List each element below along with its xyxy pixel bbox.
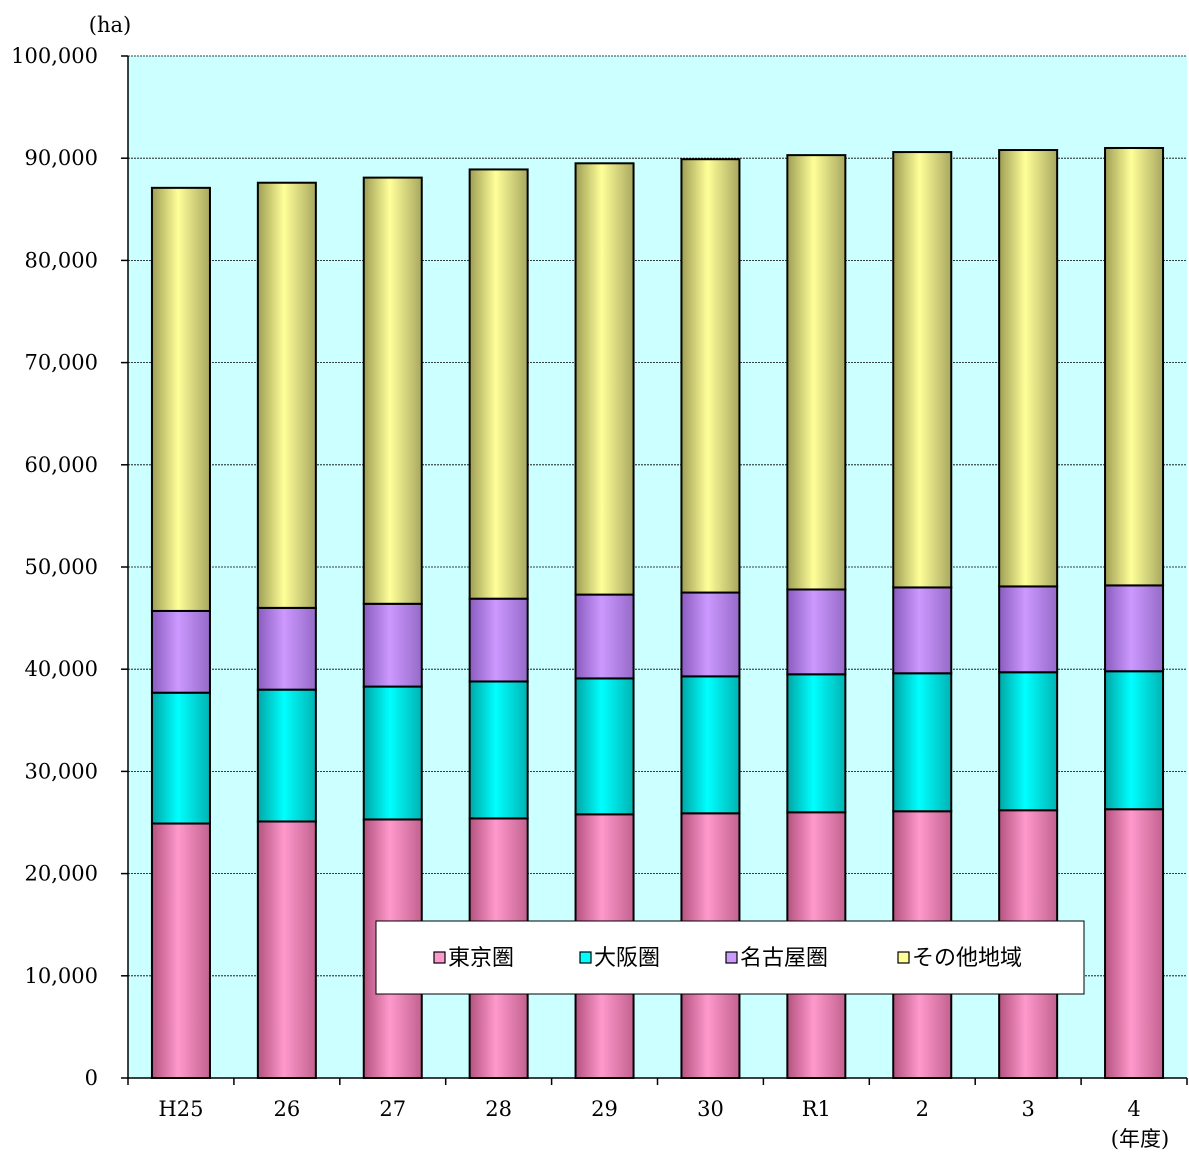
bar-segment xyxy=(574,593,635,680)
bar-segment xyxy=(150,186,211,612)
bar-segment xyxy=(256,606,317,691)
y-tick-label: 40,000 xyxy=(25,657,98,681)
bar-segment xyxy=(1104,584,1165,673)
y-tick-label: 10,000 xyxy=(25,964,98,988)
x-tick-label: 4 xyxy=(1127,1097,1140,1121)
bar-segment xyxy=(468,168,529,600)
bar-segment xyxy=(1104,670,1165,811)
bar-segment xyxy=(680,158,741,594)
y-tick-label: 80,000 xyxy=(25,248,98,272)
bar-segment xyxy=(786,588,847,676)
bar-segment xyxy=(1104,808,1165,1079)
bar-segment xyxy=(150,822,211,1079)
x-tick-label: 30 xyxy=(697,1097,724,1121)
bar-segment xyxy=(574,162,635,596)
y-axis-ticks: 0 10,000 20,000 30,000 40,000 50,000 60,000 70,… xyxy=(11,44,128,1090)
bar-segment xyxy=(468,597,529,683)
x-unit-label: (年度) xyxy=(1111,1127,1169,1151)
bar-segment xyxy=(150,609,211,694)
y-unit-label: (ha) xyxy=(89,13,131,37)
x-tick-label: 26 xyxy=(273,1097,300,1121)
bar-segment xyxy=(362,176,423,605)
legend-item: 名古屋圏 xyxy=(725,946,828,971)
y-tick-label: 60,000 xyxy=(25,453,98,477)
legend: 東京圏 大阪圏 名古屋圏 その他地域 xyxy=(375,920,1085,995)
x-tick-label: 29 xyxy=(591,1097,618,1121)
x-tick-label: 2 xyxy=(916,1097,929,1121)
bars xyxy=(150,146,1165,1080)
legend-label: 東京圏 xyxy=(448,946,514,971)
y-tick-label: 90,000 xyxy=(25,146,98,170)
bar-segment xyxy=(256,820,317,1080)
legend-item: 東京圏 xyxy=(433,946,514,971)
bar-segment xyxy=(786,673,847,814)
y-tick-label: 100,000 xyxy=(11,44,98,68)
bar-segment xyxy=(892,586,953,675)
legend-item: その他地域 xyxy=(897,946,1022,971)
legend-item: 大阪圏 xyxy=(579,946,660,971)
x-tick-label: 3 xyxy=(1021,1097,1034,1121)
bar-segment xyxy=(256,688,317,823)
y-tick-label: 70,000 xyxy=(25,351,98,375)
bar-segment xyxy=(892,151,953,589)
x-tick-label: 28 xyxy=(485,1097,512,1121)
bar-segment xyxy=(362,685,423,821)
y-tick-label: 20,000 xyxy=(25,862,98,886)
bar-segment xyxy=(786,154,847,591)
legend-label: その他地域 xyxy=(912,946,1022,971)
bar-segment xyxy=(574,677,635,816)
y-tick-label: 0 xyxy=(85,1066,98,1090)
bar-segment xyxy=(998,671,1059,812)
bar-segment xyxy=(468,680,529,820)
bar-segment xyxy=(892,672,953,813)
bar-segment xyxy=(1104,146,1165,587)
bar-segment xyxy=(680,591,741,678)
legend-label: 大阪圏 xyxy=(594,946,660,971)
legend-swatch xyxy=(725,951,738,964)
x-axis-ticks: H25 26 27 28 29 30 R1 2 3 4 xyxy=(127,1078,1188,1121)
y-tick-label: 30,000 xyxy=(25,759,98,783)
x-tick-label: R1 xyxy=(802,1097,831,1121)
bar-segment xyxy=(998,585,1059,674)
bar-segment xyxy=(362,602,423,688)
y-tick-label: 50,000 xyxy=(25,555,98,579)
legend-swatch xyxy=(433,951,446,964)
legend-swatch xyxy=(579,951,592,964)
legend-label: 名古屋圏 xyxy=(740,946,828,971)
legend-swatch xyxy=(897,951,910,964)
bar-segment xyxy=(256,181,317,609)
bar-segment xyxy=(680,675,741,815)
x-tick-label: H25 xyxy=(158,1097,203,1121)
bar-segment xyxy=(150,691,211,825)
x-tick-label: 27 xyxy=(379,1097,406,1121)
bar-segment xyxy=(998,149,1059,588)
